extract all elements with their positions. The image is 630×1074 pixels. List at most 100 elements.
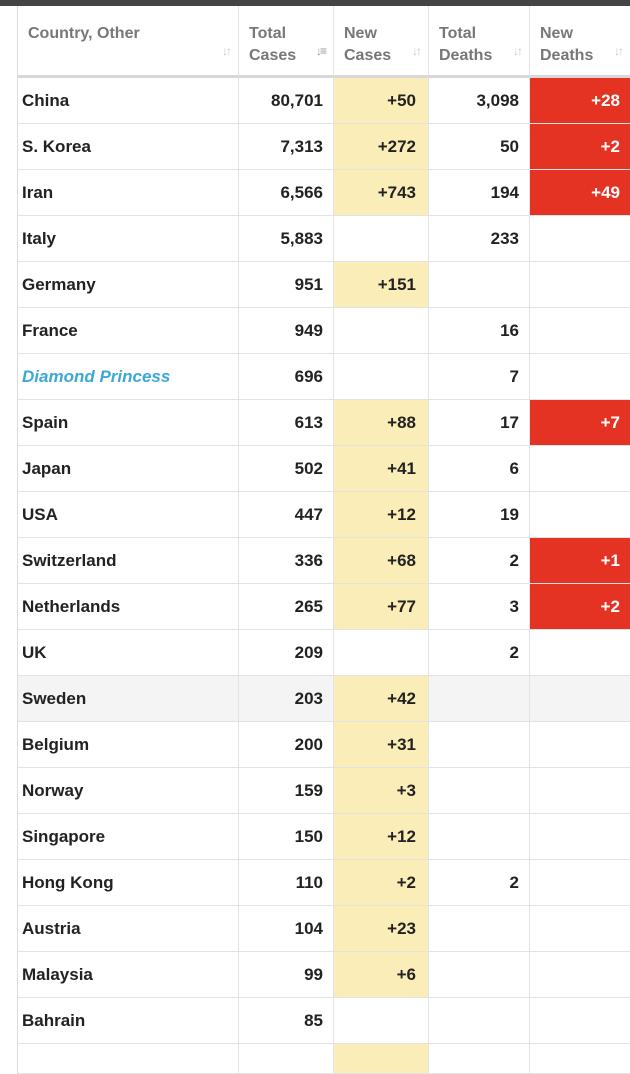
row-gutter [0, 768, 18, 814]
cell-new-cases: +23 [334, 906, 429, 952]
cell-total-cases-text: 80,701 [271, 90, 323, 110]
cell-new-deaths [530, 308, 630, 354]
header-new-deaths-label: New Deaths [540, 25, 594, 64]
row-gutter [0, 400, 18, 446]
cell-total-cases-text: 7,313 [280, 136, 323, 156]
cell-total-deaths-text: 19 [500, 504, 519, 524]
cell-total-deaths-text: 50 [500, 136, 519, 156]
header-total-deaths[interactable]: Total Deaths ↓↑ [429, 6, 530, 78]
cell-total-cases: 200 [239, 722, 334, 768]
cell-total-deaths [429, 952, 530, 998]
cell-new-cases: +743 [334, 170, 429, 216]
cell-total-cases: 951 [239, 262, 334, 308]
row-gutter [0, 584, 18, 630]
cell-new-cases-text: +41 [387, 458, 416, 478]
cell-new-cases: +3 [334, 768, 429, 814]
cell-country-text: Austria [22, 918, 81, 938]
cell-total-deaths: 2 [429, 860, 530, 906]
cell-country: Norway [18, 768, 239, 814]
cell-new-cases [334, 216, 429, 262]
cell-total-deaths: 3 [429, 584, 530, 630]
table-row-partial [0, 1044, 630, 1074]
row-gutter [0, 170, 18, 216]
cell-new-cases [334, 354, 429, 400]
table-row: Bahrain 85 [0, 998, 630, 1044]
cell-total-cases-text: 104 [294, 918, 323, 938]
cell-new-deaths [530, 1044, 630, 1074]
header-new-deaths[interactable]: New Deaths ↓↑ [530, 6, 630, 78]
cell-total-cases: 104 [239, 906, 334, 952]
header-new-cases[interactable]: New Cases ↓↑ [334, 6, 429, 78]
cell-country-text: USA [22, 504, 58, 524]
sort-icon[interactable]: ↓↑ [412, 44, 422, 58]
cell-total-cases: 85 [239, 998, 334, 1044]
cell-new-cases: +272 [334, 124, 429, 170]
sort-icon[interactable]: ↓↑ [614, 44, 624, 58]
table-row: Hong Kong 110 +2 2 [0, 860, 630, 906]
cell-country[interactable]: Diamond Princess [18, 354, 239, 400]
cell-country-text: Germany [22, 274, 96, 294]
sort-icon[interactable]: ↓↑ [222, 44, 232, 58]
cell-new-cases-text: +743 [377, 182, 416, 202]
cell-country-text: Italy [22, 228, 57, 248]
cell-total-cases-text: 613 [294, 412, 323, 432]
table-row: Diamond Princess 696 7 [0, 354, 630, 400]
row-gutter [0, 1044, 18, 1074]
table-row: UK 209 2 [0, 630, 630, 676]
cell-new-cases-text: +68 [387, 550, 416, 570]
cell-new-cases: +41 [334, 446, 429, 492]
cell-country: Sweden [18, 676, 239, 722]
cell-total-deaths: 233 [429, 216, 530, 262]
row-gutter [0, 630, 18, 676]
cell-country-text: UK [22, 642, 47, 662]
cell-new-deaths [530, 676, 630, 722]
cell-new-cases [334, 998, 429, 1044]
row-gutter [0, 492, 18, 538]
sort-icon[interactable]: ↓↑ [513, 44, 523, 58]
cell-new-cases-text: +6 [396, 964, 416, 984]
header-total-cases[interactable]: Total Cases ↓≡ [239, 6, 334, 78]
cell-new-cases: +50 [334, 78, 429, 124]
row-gutter [0, 676, 18, 722]
cell-total-deaths [429, 722, 530, 768]
header-country[interactable]: Country, Other ↓↑ [18, 6, 239, 78]
cell-total-deaths-text: 233 [490, 228, 519, 248]
row-gutter [0, 124, 18, 170]
cell-new-deaths [530, 952, 630, 998]
cell-new-cases-text: +12 [387, 504, 416, 524]
sort-desc-icon[interactable]: ↓≡ [315, 44, 327, 58]
table-row: Japan 502 +41 6 [0, 446, 630, 492]
cell-total-cases: 336 [239, 538, 334, 584]
cell-new-deaths [530, 998, 630, 1044]
cell-country: Italy [18, 216, 239, 262]
country-link[interactable]: Diamond Princess [22, 366, 171, 386]
cell-total-cases: 209 [239, 630, 334, 676]
row-gutter [0, 354, 18, 400]
cell-country-text: Iran [22, 182, 54, 202]
cell-new-cases: +42 [334, 676, 429, 722]
row-gutter [0, 998, 18, 1044]
cell-total-deaths [429, 676, 530, 722]
row-gutter [0, 814, 18, 860]
row-gutter [0, 78, 18, 124]
cell-total-deaths-text: 194 [490, 182, 519, 202]
cell-total-deaths-text: 17 [500, 412, 519, 432]
row-gutter [0, 722, 18, 768]
cell-new-deaths [530, 630, 630, 676]
cell-new-cases: +6 [334, 952, 429, 998]
cell-country: Hong Kong [18, 860, 239, 906]
cell-total-cases: 159 [239, 768, 334, 814]
cell-total-cases: 99 [239, 952, 334, 998]
cell-total-cases-text: 99 [304, 964, 323, 984]
cell-country-text: S. Korea [22, 136, 91, 156]
cell-total-cases-text: 336 [294, 550, 323, 570]
cell-total-deaths [429, 768, 530, 814]
cell-new-deaths [530, 906, 630, 952]
cell-country: Belgium [18, 722, 239, 768]
cell-total-deaths [429, 262, 530, 308]
cell-total-cases: 613 [239, 400, 334, 446]
cell-new-deaths [530, 262, 630, 308]
cell-new-deaths-text: +2 [600, 136, 620, 156]
row-gutter [0, 952, 18, 998]
cell-country-text: China [22, 90, 70, 110]
